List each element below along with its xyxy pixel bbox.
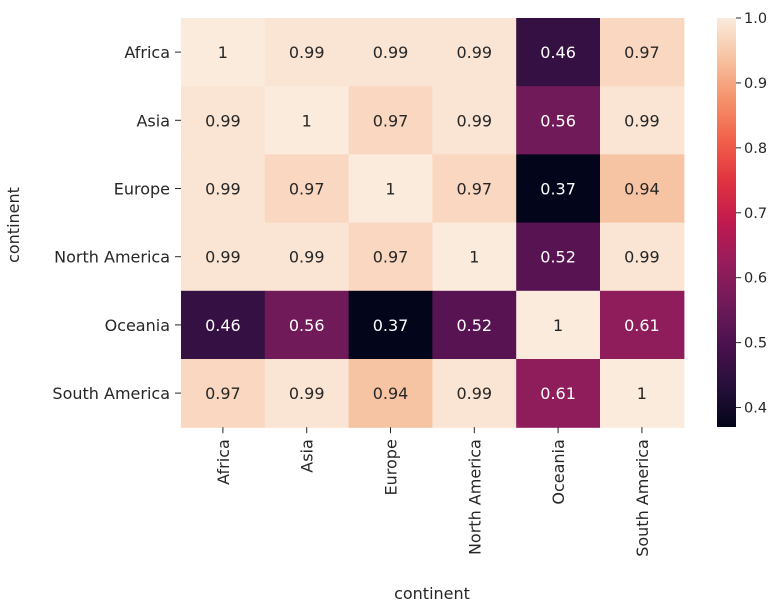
cell-value-label: 0.99 bbox=[205, 180, 241, 199]
cell-value-label: 0.56 bbox=[289, 316, 325, 335]
heatmap-cell bbox=[181, 222, 266, 292]
cell-value-label: 1 bbox=[553, 316, 563, 335]
cell-value-label: 0.97 bbox=[373, 111, 409, 130]
y-tick-label: Oceania bbox=[105, 316, 170, 335]
x-tick-label: Europe bbox=[382, 439, 401, 495]
heatmap-cell bbox=[264, 359, 350, 428]
heatmap-cell bbox=[600, 154, 685, 224]
cell-value-label: 0.61 bbox=[624, 316, 660, 335]
cell-value-label: 0.99 bbox=[624, 248, 660, 267]
x-tick-label: South America bbox=[633, 439, 652, 557]
cell-value-label: 0.46 bbox=[540, 43, 576, 62]
cell-value-label: 0.99 bbox=[205, 111, 241, 130]
heatmap-cell bbox=[264, 86, 350, 155]
cell-value-label: 0.99 bbox=[205, 248, 241, 267]
heatmap-cell bbox=[181, 86, 266, 155]
heatmap-cell bbox=[600, 86, 685, 155]
cell-value-label: 1 bbox=[302, 111, 312, 130]
heatmap-cell bbox=[432, 18, 517, 87]
y-tick-label: Africa bbox=[124, 43, 170, 62]
heatmap-cell bbox=[348, 154, 433, 224]
cell-value-label: 0.94 bbox=[373, 384, 409, 403]
cell-value-label: 0.52 bbox=[456, 316, 492, 335]
cell-value-label: 1 bbox=[218, 43, 228, 62]
heatmap-cell bbox=[600, 290, 685, 360]
x-tick-label: Oceania bbox=[549, 439, 568, 504]
heatmap-cell bbox=[348, 359, 433, 428]
y-axis-title: continent bbox=[4, 187, 23, 263]
colorbar-tick-label: 0.7 bbox=[744, 206, 767, 222]
heatmap-cell bbox=[348, 86, 433, 155]
heatmap-cell bbox=[516, 154, 601, 224]
x-tick-label: North America bbox=[465, 439, 484, 555]
heatmap-cell bbox=[432, 222, 517, 292]
heatmap-cell bbox=[516, 359, 601, 428]
x-tick-label: Asia bbox=[298, 439, 317, 473]
cell-value-label: 0.37 bbox=[373, 316, 409, 335]
heatmap-cell bbox=[600, 222, 685, 292]
heatmap-cell bbox=[600, 359, 685, 428]
heatmap-cell bbox=[432, 86, 517, 155]
heatmap-cell bbox=[264, 222, 350, 292]
cell-value-label: 0.99 bbox=[456, 43, 492, 62]
heatmap-cell bbox=[348, 222, 433, 292]
x-axis-title: continent bbox=[394, 584, 470, 603]
colorbar-gradient bbox=[717, 18, 736, 427]
cell-value-label: 1 bbox=[385, 180, 395, 199]
cell-value-label: 1 bbox=[469, 248, 479, 267]
cell-value-label: 0.97 bbox=[456, 180, 492, 199]
heatmap-cell bbox=[181, 18, 266, 87]
heatmap-cells: 1 0.99 0.99 0.99 0.46 0.97 0.99 1 0.97 0.99 0.56 0.… bbox=[181, 18, 685, 428]
heatmap-cell bbox=[600, 18, 685, 87]
cell-value-label: 0.37 bbox=[540, 180, 576, 199]
heatmap-cell bbox=[264, 154, 350, 224]
cell-value-label: 0.56 bbox=[540, 111, 576, 130]
heatmap-cell bbox=[516, 86, 601, 155]
heatmap-cell bbox=[181, 154, 266, 224]
cell-value-label: 0.97 bbox=[289, 180, 325, 199]
cell-value-label: 0.61 bbox=[540, 384, 576, 403]
cell-value-label: 0.99 bbox=[456, 111, 492, 130]
colorbar-tick-label: 0.5 bbox=[744, 336, 767, 352]
heatmap-cell bbox=[181, 359, 266, 428]
colorbar: 0.4 0.5 0.6 0.7 0.8 0.9 1.0 bbox=[717, 11, 767, 427]
colorbar-tick-label: 0.9 bbox=[744, 76, 767, 92]
cell-value-label: 0.97 bbox=[373, 248, 409, 267]
y-tick-label: Europe bbox=[114, 180, 170, 199]
heatmap-cell bbox=[432, 359, 517, 428]
colorbar-tick-label: 0.4 bbox=[744, 401, 767, 417]
y-tick-label: North America bbox=[54, 248, 170, 267]
cell-value-label: 0.99 bbox=[289, 43, 325, 62]
cell-value-label: 0.97 bbox=[624, 43, 660, 62]
y-tick-label: South America bbox=[52, 384, 170, 403]
cell-value-label: 0.97 bbox=[205, 384, 241, 403]
cell-value-label: 0.46 bbox=[205, 316, 241, 335]
y-tick-labels: Africa Asia Europe North America Oceania Sout… bbox=[52, 43, 181, 403]
x-tick-labels: Africa Asia Europe North America Oceania Sout… bbox=[214, 427, 652, 557]
heatmap-cell bbox=[432, 290, 517, 360]
cell-value-label: 0.99 bbox=[289, 248, 325, 267]
cell-value-label: 0.99 bbox=[373, 43, 409, 62]
colorbar-tick-label: 1.0 bbox=[744, 11, 767, 27]
cell-value-label: 0.52 bbox=[540, 248, 576, 267]
colorbar-tick-label: 0.8 bbox=[744, 141, 767, 157]
cell-value-label: 0.94 bbox=[624, 180, 660, 199]
heatmap-cell bbox=[432, 154, 517, 224]
heatmap-cell bbox=[516, 18, 601, 87]
y-tick-label: Asia bbox=[136, 111, 170, 130]
cell-value-label: 0.99 bbox=[456, 384, 492, 403]
cell-value-label: 0.99 bbox=[624, 111, 660, 130]
heatmap-cell bbox=[348, 18, 433, 87]
heatmap-cell bbox=[348, 290, 433, 360]
heatmap-cell bbox=[264, 290, 350, 360]
heatmap-cell bbox=[264, 18, 350, 87]
cell-value-label: 0.99 bbox=[289, 384, 325, 403]
colorbar-tick-label: 0.6 bbox=[744, 271, 767, 287]
heatmap-cell bbox=[516, 222, 601, 292]
heatmap-cell bbox=[516, 290, 601, 360]
cell-value-label: 1 bbox=[637, 384, 647, 403]
heatmap-cell bbox=[181, 290, 266, 360]
x-tick-label: Africa bbox=[214, 439, 233, 485]
